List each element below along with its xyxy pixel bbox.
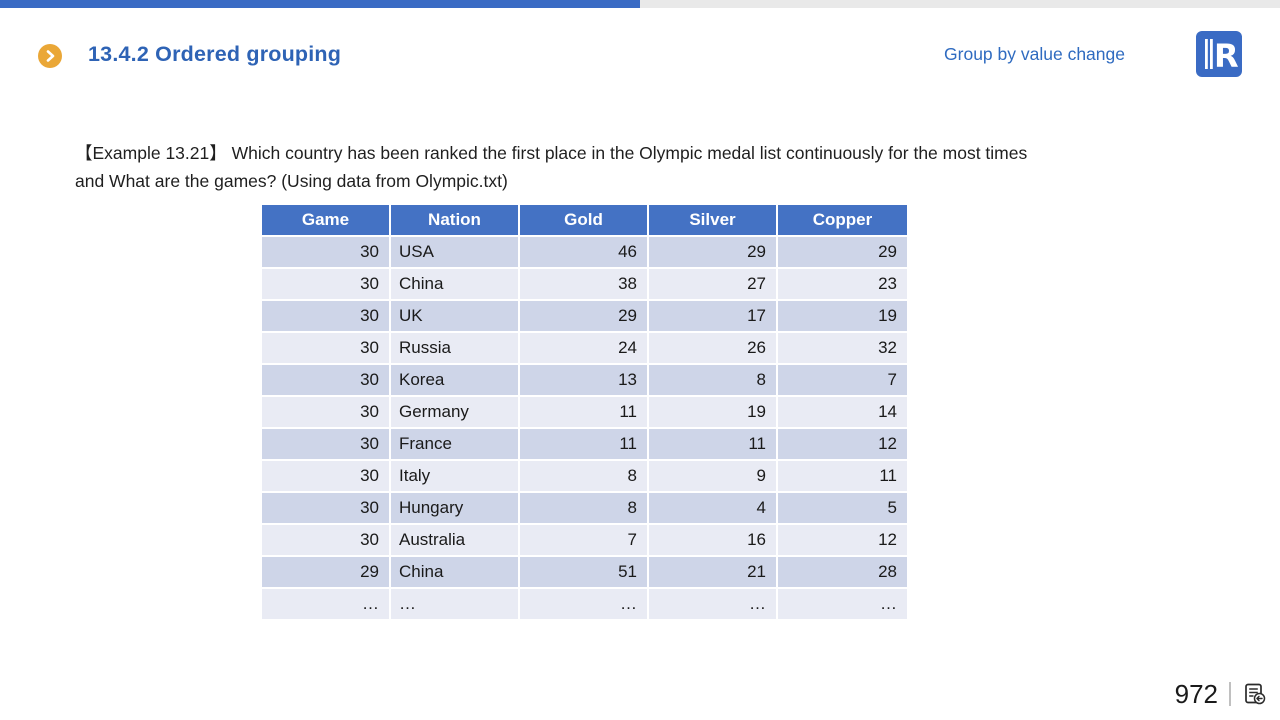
- cell-gold: 24: [520, 333, 649, 365]
- table-row: 30 Italy 8 9 11: [262, 461, 907, 493]
- page-title: 13.4.2 Ordered grouping: [88, 42, 342, 66]
- cell-copper: 11: [778, 461, 907, 493]
- example-line-2: and What are the games? (Using data from…: [75, 170, 508, 191]
- cell-game: 30: [262, 237, 391, 269]
- cell-copper: 7: [778, 365, 907, 397]
- cell-gold: 11: [520, 429, 649, 461]
- cell-nation: Hungary: [391, 493, 520, 525]
- cell-copper: …: [778, 589, 907, 621]
- cell-game: 30: [262, 301, 391, 333]
- progress-track-segment: [640, 0, 1280, 8]
- cell-copper: 32: [778, 333, 907, 365]
- table-row: 30 Russia 24 26 32: [262, 333, 907, 365]
- cell-silver: 9: [649, 461, 778, 493]
- raqsoft-r-logo: R: [1196, 31, 1242, 77]
- cell-silver: 19: [649, 397, 778, 429]
- cell-gold: 38: [520, 269, 649, 301]
- cell-nation: USA: [391, 237, 520, 269]
- cell-gold: …: [520, 589, 649, 621]
- column-header-game: Game: [262, 205, 391, 237]
- table-row: 30 UK 29 17 19: [262, 301, 907, 333]
- cell-nation: …: [391, 589, 520, 621]
- column-header-silver: Silver: [649, 205, 778, 237]
- cell-gold: 51: [520, 557, 649, 589]
- table-row: 30 Germany 11 19 14: [262, 397, 907, 429]
- cell-gold: 8: [520, 493, 649, 525]
- cell-game: 30: [262, 269, 391, 301]
- cell-nation: China: [391, 557, 520, 589]
- table-row: 30 USA 46 29 29: [262, 237, 907, 269]
- cell-game: 30: [262, 493, 391, 525]
- table-row: 30 France 11 11 12: [262, 429, 907, 461]
- cell-silver: 8: [649, 365, 778, 397]
- cell-copper: 14: [778, 397, 907, 429]
- cell-copper: 29: [778, 237, 907, 269]
- top-progress-bar: [0, 0, 1280, 8]
- cell-game: 29: [262, 557, 391, 589]
- cell-silver: 16: [649, 525, 778, 557]
- cell-gold: 11: [520, 397, 649, 429]
- cell-copper: 12: [778, 525, 907, 557]
- cell-nation: Russia: [391, 333, 520, 365]
- page-number: 972: [1174, 678, 1218, 709]
- footer-divider: [1229, 682, 1231, 706]
- cell-gold: 8: [520, 461, 649, 493]
- cell-game: 30: [262, 365, 391, 397]
- cell-silver: 21: [649, 557, 778, 589]
- cell-game: 30: [262, 461, 391, 493]
- example-paragraph: 【Example 13.21】 Which country has been r…: [75, 140, 1205, 195]
- table-row: 30 Korea 13 8 7: [262, 365, 907, 397]
- cell-silver: 27: [649, 269, 778, 301]
- cell-silver: 4: [649, 493, 778, 525]
- cell-copper: 19: [778, 301, 907, 333]
- cell-copper: 12: [778, 429, 907, 461]
- cell-game: 30: [262, 429, 391, 461]
- column-header-copper: Copper: [778, 205, 907, 237]
- progress-filled-segment: [0, 0, 640, 8]
- cell-gold: 7: [520, 525, 649, 557]
- column-header-gold: Gold: [520, 205, 649, 237]
- cell-game: 30: [262, 333, 391, 365]
- cell-gold: 13: [520, 365, 649, 397]
- cell-copper: 28: [778, 557, 907, 589]
- cell-nation: Germany: [391, 397, 520, 429]
- example-line-1: 【Example 13.21】 Which country has been r…: [75, 143, 1028, 163]
- cell-game: 30: [262, 397, 391, 429]
- cell-copper: 23: [778, 269, 907, 301]
- cell-silver: 11: [649, 429, 778, 461]
- cell-silver: 17: [649, 301, 778, 333]
- cell-game: 30: [262, 525, 391, 557]
- table-row: 30 China 38 27 23: [262, 269, 907, 301]
- cell-nation: UK: [391, 301, 520, 333]
- footer: 972: [1175, 676, 1268, 712]
- cell-nation: Korea: [391, 365, 520, 397]
- cell-nation: Australia: [391, 525, 520, 557]
- cell-gold: 46: [520, 237, 649, 269]
- cell-silver: …: [649, 589, 778, 621]
- svg-text:R: R: [1214, 37, 1239, 75]
- cell-silver: 26: [649, 333, 778, 365]
- cell-silver: 29: [649, 237, 778, 269]
- cell-game: …: [262, 589, 391, 621]
- medal-table: Game Nation Gold Silver Copper 30 USA 46 29 29 30…: [262, 205, 907, 621]
- table-row: 30 Hungary 8 4 5: [262, 493, 907, 525]
- cell-nation: France: [391, 429, 520, 461]
- cell-nation: China: [391, 269, 520, 301]
- table-row: ……………: [262, 589, 907, 621]
- column-header-nation: Nation: [391, 205, 520, 237]
- cell-gold: 29: [520, 301, 649, 333]
- cell-nation: Italy: [391, 461, 520, 493]
- header-subtitle: Group by value change: [944, 44, 1125, 64]
- document-return-icon[interactable]: [1242, 681, 1268, 707]
- table-row: 29 China 51 21 28: [262, 557, 907, 589]
- table-row: 30 Australia 7 16 12: [262, 525, 907, 557]
- cell-copper: 5: [778, 493, 907, 525]
- table-header-row: Game Nation Gold Silver Copper: [262, 205, 907, 237]
- chevron-right-circle-icon: [38, 44, 62, 68]
